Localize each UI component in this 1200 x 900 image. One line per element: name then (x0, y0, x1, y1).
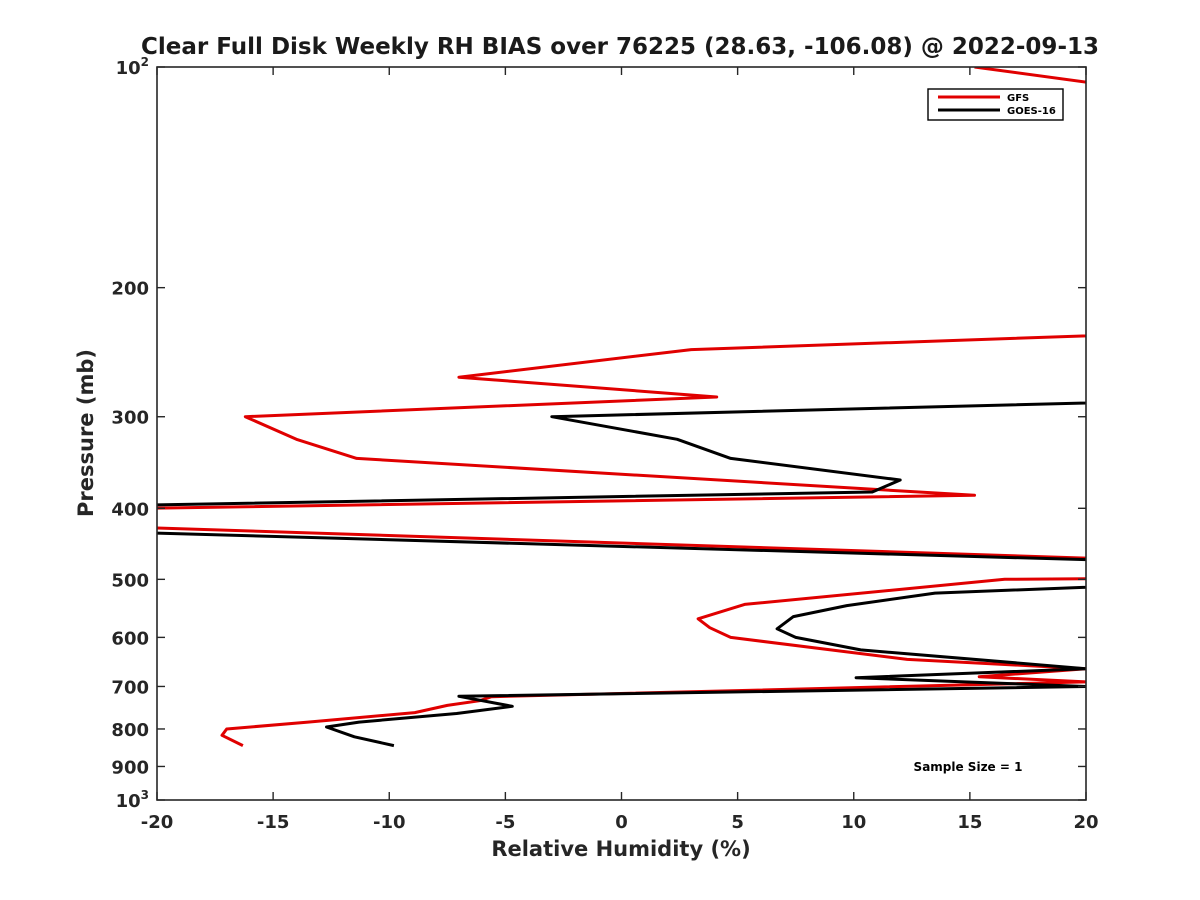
legend-label-gfs: GFS (1007, 93, 1029, 104)
x-tick-label: -20 (141, 812, 174, 833)
legend: GFS GOES-16 (927, 88, 1064, 121)
sample-size-annotation: Sample Size = 1 (914, 760, 1023, 774)
x-tick-label: 5 (731, 812, 744, 833)
x-tick-label: -15 (257, 812, 290, 833)
x-tick-label: 20 (1073, 812, 1098, 833)
series-line-goes-16 (157, 401, 1086, 748)
y-tick-label: 900 (111, 757, 149, 778)
y-tick-label: 500 (111, 570, 149, 591)
x-tick-label: 0 (615, 812, 628, 833)
y-tick-label: 200 (111, 279, 149, 300)
chart-title: Clear Full Disk Weekly RH BIAS over 7622… (141, 34, 1099, 60)
y-tick-label: 102 (116, 55, 149, 79)
y-axis-label: Pressure (mb) (74, 349, 98, 517)
series-line-gfs (157, 67, 1086, 747)
x-tick-label: 10 (841, 812, 866, 833)
x-axis-label: Relative Humidity (%) (491, 837, 750, 861)
y-tick-label: 700 (111, 677, 149, 698)
x-tick-label: -5 (495, 812, 515, 833)
y-axis: 102 200 300 400 500 600 700 800 900 103 (111, 55, 1086, 812)
series-layer (157, 67, 1086, 748)
y-tick-label: 600 (111, 628, 149, 649)
y-tick-label: 400 (111, 499, 149, 520)
legend-label-goes16: GOES-16 (1007, 106, 1056, 117)
x-tick-label: 15 (957, 812, 982, 833)
y-tick-label: 300 (111, 408, 149, 429)
y-tick-label: 800 (111, 720, 149, 741)
legend-box (927, 88, 1064, 121)
y-tick-label: 103 (116, 788, 149, 812)
x-tick-label: -10 (373, 812, 406, 833)
x-axis: -20 -15 -10 -5 0 5 10 15 20 (141, 67, 1099, 833)
